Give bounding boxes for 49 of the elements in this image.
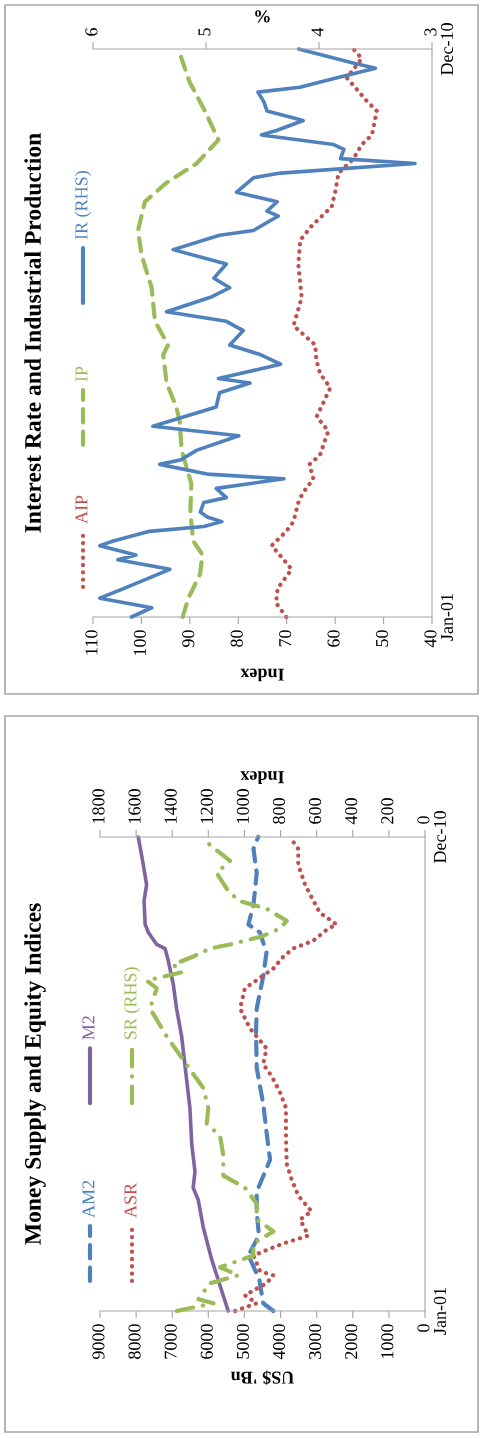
- x-tick-label: 40: [424, 630, 437, 648]
- x-tick-label: 2000: [345, 1324, 358, 1359]
- x-tick-label: 1000: [381, 1324, 394, 1359]
- x-tick-label: 90: [182, 630, 195, 647]
- x-axis-title: Index: [240, 668, 284, 682]
- x-tick-label: 110: [85, 630, 98, 655]
- x2-tick-label: 6: [85, 28, 98, 36]
- x2-tick-label: 600: [309, 798, 322, 824]
- x-tick-label: 5000: [236, 1324, 249, 1359]
- text: AIP: [75, 495, 88, 524]
- y-tick-label: Dec-10: [433, 811, 447, 864]
- text: SR (RHS): [123, 967, 141, 1040]
- x-tick-label: 7000: [164, 1324, 177, 1359]
- text: AM2: [82, 1180, 95, 1218]
- x-tick-label: 8000: [128, 1324, 141, 1359]
- x2-tick-label: 1800: [92, 789, 105, 823]
- x2-tick-label: 1200: [200, 789, 213, 823]
- x2-tick-label: 1000: [236, 789, 249, 823]
- x2-axis-title: %: [255, 10, 270, 23]
- x2-tick-label: 1600: [128, 789, 141, 823]
- x2-tick-label: 3: [424, 28, 437, 36]
- x-tick-label: 50: [375, 630, 389, 647]
- text: Money Supply and Equity Indices: [24, 903, 46, 1245]
- x2-tick-label: 4: [311, 27, 324, 37]
- x2-tick-label: 1400: [164, 789, 177, 823]
- x-tick-label: 3000: [309, 1324, 322, 1359]
- y-tick-label: Jan-01: [440, 594, 454, 641]
- x2-tick-label: 400: [345, 798, 358, 825]
- x-tick-label: 100: [133, 630, 146, 655]
- text: M2: [82, 1016, 95, 1040]
- text: IP: [75, 366, 88, 382]
- text: Interest Rate and Industrial Production: [24, 133, 41, 533]
- x-tick-label: 60: [327, 630, 340, 647]
- text: ASR: [124, 1182, 137, 1218]
- x-axis-title: US$ 'Bn: [230, 1370, 294, 1385]
- x2-tick-label: 0: [417, 816, 430, 824]
- text: IR (RHS): [74, 171, 92, 240]
- x2-axis-title: Index: [240, 771, 284, 784]
- x-tick-label: 0: [417, 1324, 430, 1332]
- x-tick-label: 70: [279, 630, 292, 647]
- x2-tick-label: 200: [381, 798, 394, 824]
- y-tick-label: Jan-01: [433, 1288, 447, 1335]
- x2-tick-label: 800: [272, 798, 286, 824]
- x-tick-label: 9000: [92, 1324, 105, 1360]
- x2-tick-label: 5: [198, 28, 211, 36]
- y-tick-label: Dec-10: [440, 23, 454, 76]
- x-tick-label: 4000: [272, 1324, 286, 1360]
- x-tick-label: 80: [230, 630, 243, 647]
- x-tick-label: 6000: [200, 1324, 213, 1359]
